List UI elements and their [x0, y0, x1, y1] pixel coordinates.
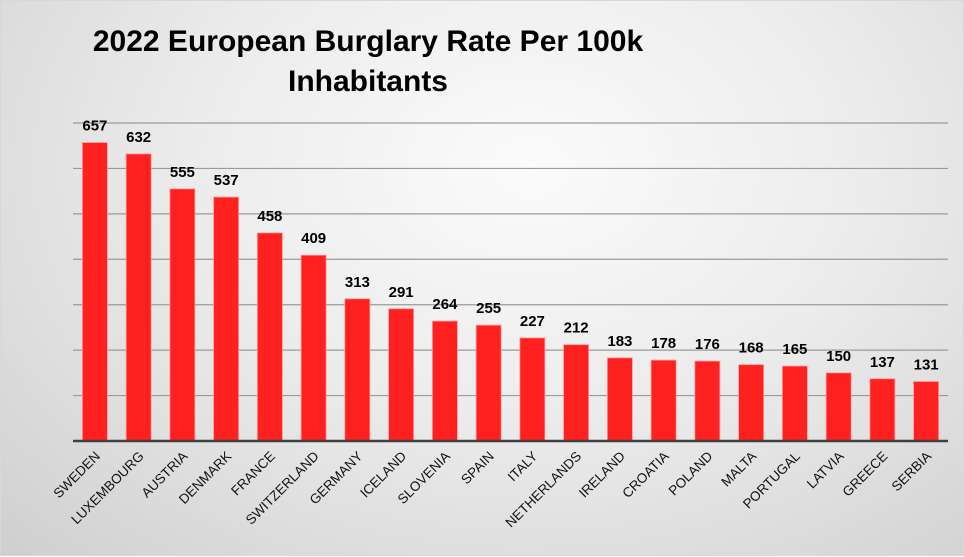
- chart-title-line-1: 2022 European Burglary Rate Per 100k: [92, 25, 644, 58]
- bar: [213, 196, 240, 442]
- x-tick-label: NETHERLANDS: [503, 449, 585, 531]
- chart-title-line-2: Inhabitants: [287, 65, 448, 98]
- bar: [519, 337, 546, 442]
- data-label: 176: [695, 336, 720, 353]
- data-label: 291: [389, 284, 414, 301]
- bar: [563, 344, 590, 442]
- data-label: 168: [739, 340, 764, 357]
- bar: [913, 381, 940, 442]
- x-tick-label: SERBIA: [889, 449, 935, 495]
- data-label: 409: [301, 230, 326, 247]
- x-tick-label: GREECE: [840, 449, 891, 500]
- data-label: 458: [257, 208, 282, 225]
- data-label: 183: [607, 333, 632, 350]
- bar: [606, 357, 633, 442]
- data-label: 227: [520, 313, 545, 330]
- x-tick-label: CROATIA: [619, 449, 671, 501]
- bar: [738, 364, 765, 442]
- x-tick-label: ITALY: [505, 449, 541, 485]
- bar: [825, 372, 852, 442]
- data-label: 137: [870, 354, 895, 371]
- data-label: 264: [432, 296, 458, 313]
- bar: [125, 153, 152, 442]
- bar: [300, 254, 327, 442]
- bar: [650, 359, 677, 442]
- data-label: 537: [214, 172, 239, 189]
- x-tick-label: SPAIN: [458, 449, 497, 488]
- data-label: 555: [170, 164, 195, 181]
- x-tick-label: IRELAND: [576, 448, 628, 500]
- bar: [694, 360, 721, 442]
- data-label: 255: [476, 300, 501, 317]
- data-label: 165: [782, 341, 807, 358]
- bar: [256, 232, 283, 442]
- bar: [169, 188, 196, 442]
- data-label: 212: [564, 320, 589, 337]
- x-tick-label: POLAND: [666, 448, 716, 498]
- data-label: 313: [345, 274, 370, 291]
- data-label: 632: [126, 129, 151, 146]
- bar: [431, 320, 458, 442]
- bar: [781, 365, 808, 442]
- bar: [475, 324, 502, 442]
- x-tick-label: MALTA: [718, 449, 759, 490]
- data-label: 178: [651, 335, 676, 352]
- bar: [388, 308, 415, 442]
- bar: [869, 378, 896, 442]
- bar: [81, 142, 108, 442]
- data-label: 657: [82, 118, 107, 135]
- data-label: 131: [914, 356, 939, 373]
- x-tick-label: LATVIA: [804, 449, 847, 492]
- data-label: 150: [826, 348, 851, 365]
- bar: [344, 298, 371, 442]
